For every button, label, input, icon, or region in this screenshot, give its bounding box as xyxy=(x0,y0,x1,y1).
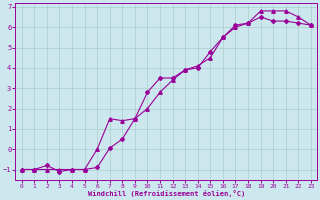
X-axis label: Windchill (Refroidissement éolien,°C): Windchill (Refroidissement éolien,°C) xyxy=(88,190,245,197)
